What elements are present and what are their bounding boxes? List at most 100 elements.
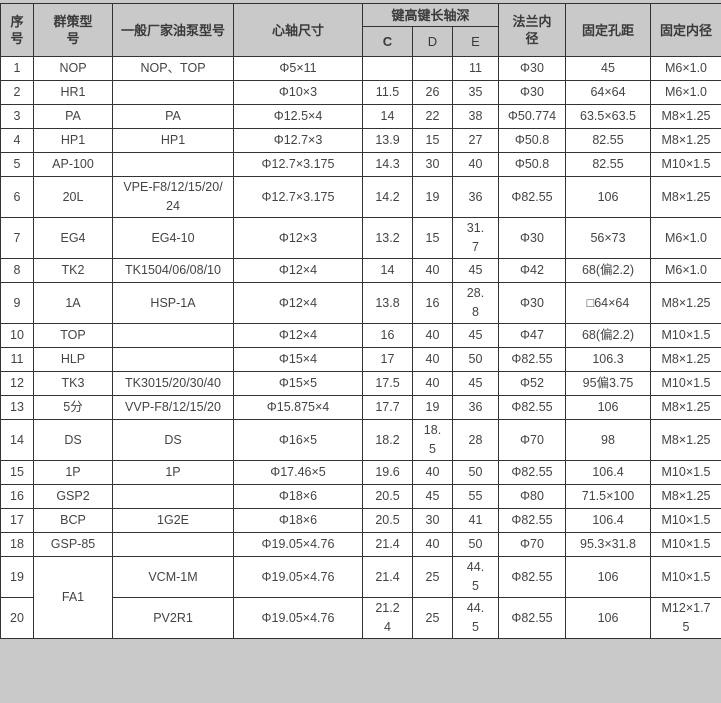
cell-key-height-c: 17.7 xyxy=(362,395,413,420)
cell-spindle-size: Φ12.7×3.175 xyxy=(233,152,363,177)
cell-thread-size: M10×1.5 xyxy=(650,460,721,485)
cell-oem-model: TK3015/20/30/40 xyxy=(112,371,234,396)
cell-shaft-depth-e: 44. 5 xyxy=(452,597,499,639)
cell-key-height-c: 14.2 xyxy=(362,176,413,218)
cell-spindle-size: Φ18×6 xyxy=(233,484,363,509)
cell-key-height-c: 18.2 xyxy=(362,419,413,461)
cell-spindle-size: Φ19.05×4.76 xyxy=(233,597,363,639)
cell-spindle-size: Φ12×4 xyxy=(233,323,363,348)
cell-model: 1A xyxy=(33,282,113,324)
table-row: 3 PA PA Φ12.5×4 14 22 38 Φ50.774 63.5×63.5 M8×1.2… xyxy=(0,104,721,129)
cell-flange-diameter: Φ82.55 xyxy=(498,176,566,218)
cell-model: NOP xyxy=(33,56,113,81)
cell-thread-size: M8×1.25 xyxy=(650,395,721,420)
cell-spindle-size: Φ12.7×3 xyxy=(233,128,363,153)
col-header-flange: 法兰内 径 xyxy=(498,3,566,57)
cell-serial: 9 xyxy=(0,282,34,324)
cell-thread-size: M10×1.5 xyxy=(650,152,721,177)
cell-shaft-depth-e: 55 xyxy=(452,484,499,509)
cell-key-length-d: 40 xyxy=(412,460,453,485)
cell-serial: 1 xyxy=(0,56,34,81)
cell-spindle-size: Φ16×5 xyxy=(233,419,363,461)
cell-key-length-d: 40 xyxy=(412,347,453,372)
cell-serial: 13 xyxy=(0,395,34,420)
cell-thread-size: M10×1.5 xyxy=(650,323,721,348)
table-row: 11 HLP Φ15×4 17 40 50 Φ82.55 106.3 M8×1.25 xyxy=(0,347,721,372)
cell-model: TOP xyxy=(33,323,113,348)
cell-oem-model: HSP-1A xyxy=(112,282,234,324)
cell-oem-model: 1G2E xyxy=(112,508,234,533)
cell-model: PA xyxy=(33,104,113,129)
cell-key-height-c: 13.8 xyxy=(362,282,413,324)
cell-hole-distance: 106 xyxy=(565,597,651,639)
cell-flange-diameter: Φ30 xyxy=(498,80,566,105)
cell-spindle-size: Φ19.05×4.76 xyxy=(233,556,363,598)
cell-serial: 11 xyxy=(0,347,34,372)
cell-hole-distance: 68(偏2.2) xyxy=(565,323,651,348)
cell-thread-size: M8×1.25 xyxy=(650,176,721,218)
cell-key-length-d: 19 xyxy=(412,395,453,420)
cell-key-length-d: 22 xyxy=(412,104,453,129)
cell-thread-size: M8×1.25 xyxy=(650,419,721,461)
table-row: 20 PV2R1 Φ19.05×4.76 21.2 4 25 44. 5 Φ82.55 106… xyxy=(0,597,721,639)
pump-spec-table: 序 号 群策型 号 一般厂家油泵型号 心轴尺寸 键高键长轴深 法兰内 径 固定孔… xyxy=(0,3,721,639)
cell-shaft-depth-e: 50 xyxy=(452,347,499,372)
table-row: 1 NOP NOP、TOP Φ5×11 11 Φ30 45 M6×1.0 xyxy=(0,56,721,81)
cell-serial: 18 xyxy=(0,532,34,557)
cell-shaft-depth-e: 50 xyxy=(452,460,499,485)
cell-hole-distance: 106 xyxy=(565,176,651,218)
cell-flange-diameter: Φ82.55 xyxy=(498,347,566,372)
cell-hole-distance: 106.3 xyxy=(565,347,651,372)
table-row: 9 1A HSP-1A Φ12×4 13.8 16 28. 8 Φ30 □64×64 M8×1.2… xyxy=(0,282,721,324)
cell-thread-size: M12×1.7 5 xyxy=(650,597,721,639)
cell-spindle-size: Φ12×3 xyxy=(233,217,363,259)
cell-key-length-d: 40 xyxy=(412,371,453,396)
cell-flange-diameter: Φ30 xyxy=(498,282,566,324)
cell-shaft-depth-e: 38 xyxy=(452,104,499,129)
col-header-oem: 一般厂家油泵型号 xyxy=(112,3,234,57)
cell-key-length-d: 15 xyxy=(412,128,453,153)
cell-flange-diameter: Φ30 xyxy=(498,56,566,81)
cell-spindle-size: Φ12.7×3.175 xyxy=(233,176,363,218)
cell-hole-distance: 82.55 xyxy=(565,152,651,177)
cell-key-height-c: 14.3 xyxy=(362,152,413,177)
cell-serial: 7 xyxy=(0,217,34,259)
cell-key-length-d xyxy=(412,56,453,81)
cell-model: GSP2 xyxy=(33,484,113,509)
cell-hole-distance: 64×64 xyxy=(565,80,651,105)
cell-serial: 16 xyxy=(0,484,34,509)
cell-key-length-d: 40 xyxy=(412,532,453,557)
col-header-model: 群策型 号 xyxy=(33,3,113,57)
cell-flange-diameter: Φ82.55 xyxy=(498,508,566,533)
cell-shaft-depth-e: 28 xyxy=(452,419,499,461)
cell-spindle-size: Φ10×3 xyxy=(233,80,363,105)
cell-serial: 20 xyxy=(0,597,34,639)
cell-key-height-c: 11.5 xyxy=(362,80,413,105)
cell-model: 20L xyxy=(33,176,113,218)
cell-hole-distance: □64×64 xyxy=(565,282,651,324)
cell-model: HR1 xyxy=(33,80,113,105)
cell-thread-size: M8×1.25 xyxy=(650,484,721,509)
cell-hole-distance: 95偏3.75 xyxy=(565,371,651,396)
cell-flange-diameter: Φ50.774 xyxy=(498,104,566,129)
cell-key-length-d: 18. 5 xyxy=(412,419,453,461)
cell-flange-diameter: Φ47 xyxy=(498,323,566,348)
cell-oem-model: PV2R1 xyxy=(112,597,234,639)
table-row: 4 HP1 HP1 Φ12.7×3 13.9 15 27 Φ50.8 82.55 M8×1.25 xyxy=(0,128,721,153)
cell-flange-diameter: Φ50.8 xyxy=(498,128,566,153)
cell-oem-model xyxy=(112,80,234,105)
cell-thread-size: M10×1.5 xyxy=(650,371,721,396)
cell-thread-size: M8×1.25 xyxy=(650,128,721,153)
cell-hole-distance: 71.5×100 xyxy=(565,484,651,509)
table-row: 7 EG4 EG4-10 Φ12×3 13.2 15 31. 7 Φ30 56×73 M6×1.0 xyxy=(0,217,721,259)
table-row: 15 1P 1P Φ17.46×5 19.6 40 50 Φ82.55 106.4 M10×1.5 xyxy=(0,460,721,485)
cell-serial: 5 xyxy=(0,152,34,177)
cell-key-length-d: 30 xyxy=(412,152,453,177)
cell-shaft-depth-e: 28. 8 xyxy=(452,282,499,324)
cell-serial: 10 xyxy=(0,323,34,348)
cell-spindle-size: Φ15×5 xyxy=(233,371,363,396)
cell-key-length-d: 26 xyxy=(412,80,453,105)
table-row: 6 20L VPE-F8/12/15/20/ 24 Φ12.7×3.175 14.2 19… xyxy=(0,176,721,218)
cell-spindle-size: Φ15.875×4 xyxy=(233,395,363,420)
